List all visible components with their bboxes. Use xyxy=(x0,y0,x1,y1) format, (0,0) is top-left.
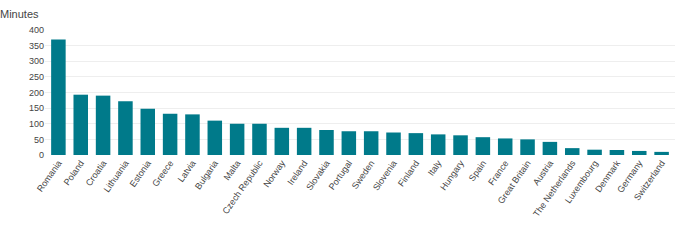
svg-text:0: 0 xyxy=(39,150,44,160)
svg-text:Minutes: Minutes xyxy=(0,8,39,20)
svg-text:Hungary: Hungary xyxy=(438,158,466,192)
svg-text:250: 250 xyxy=(29,72,44,82)
svg-text:Greece: Greece xyxy=(150,158,175,188)
svg-text:50: 50 xyxy=(34,135,44,145)
svg-text:Switzerland: Switzerland xyxy=(632,158,667,202)
svg-text:Austria: Austria xyxy=(531,158,555,187)
svg-text:Croatia: Croatia xyxy=(84,158,109,188)
svg-text:Sweden: Sweden xyxy=(350,158,377,190)
svg-text:The Netherlands: The Netherlands xyxy=(531,158,578,219)
svg-text:Slovakia: Slovakia xyxy=(304,158,332,192)
svg-text:Malta: Malta xyxy=(222,158,243,182)
svg-text:Lithuania: Lithuania xyxy=(102,158,131,194)
svg-text:200: 200 xyxy=(29,88,44,98)
svg-text:France: France xyxy=(486,158,510,187)
svg-text:Slovenia: Slovenia xyxy=(371,158,399,192)
svg-text:Bulgaria: Bulgaria xyxy=(193,158,220,191)
svg-text:Luxembourg: Luxembourg xyxy=(563,158,600,205)
svg-text:Finland: Finland xyxy=(396,158,421,188)
svg-text:Spain: Spain xyxy=(467,158,488,183)
svg-text:Great Britain: Great Britain xyxy=(496,158,533,205)
svg-text:Czech Republic: Czech Republic xyxy=(220,158,265,216)
svg-text:Ireland: Ireland xyxy=(285,158,309,186)
svg-text:Romania: Romania xyxy=(35,158,64,193)
svg-text:400: 400 xyxy=(29,25,44,35)
svg-text:150: 150 xyxy=(29,103,44,113)
svg-text:Norway: Norway xyxy=(261,158,287,189)
svg-text:Germany: Germany xyxy=(615,158,645,194)
svg-text:Portugal: Portugal xyxy=(327,158,354,191)
svg-text:Poland: Poland xyxy=(62,158,86,187)
svg-text:350: 350 xyxy=(29,41,44,51)
svg-text:Denmark: Denmark xyxy=(593,158,622,194)
svg-text:Estonia: Estonia xyxy=(128,158,153,188)
svg-text:Latvia: Latvia xyxy=(176,158,198,183)
svg-text:100: 100 xyxy=(29,119,44,129)
svg-text:300: 300 xyxy=(29,56,44,66)
svg-text:Italy: Italy xyxy=(426,158,444,178)
